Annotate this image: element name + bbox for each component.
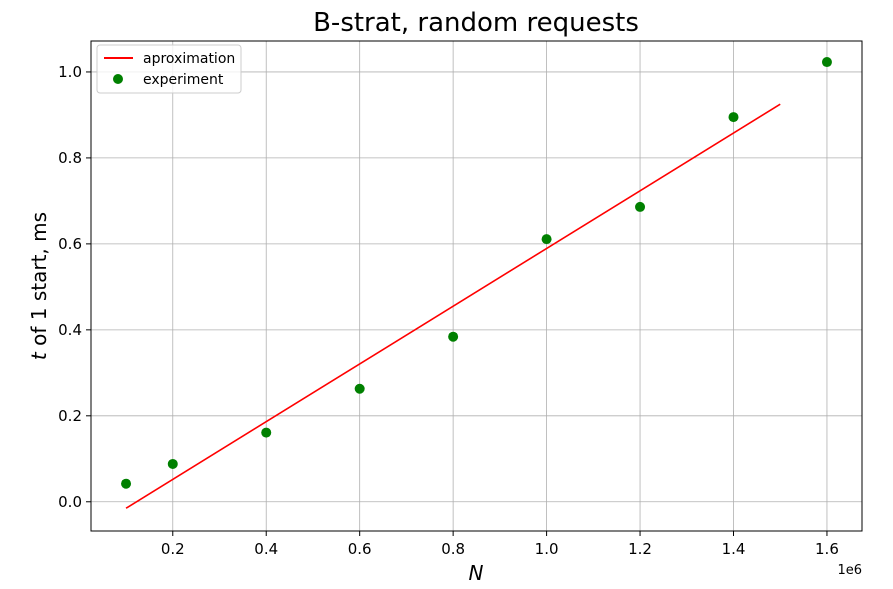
x-tick-label: 1.0 [535,540,559,558]
x-tick-label: 0.6 [348,540,372,558]
experiment-point [261,427,272,438]
experiment-point [728,112,739,123]
ticks: 0.2 0.4 0.6 0.8 1.0 1.2 1.4 1.6 0.0 0.2 0.4 0.6 0.8 1… [58,63,839,558]
grid [91,41,862,531]
x-axis-label: N [469,561,484,585]
y-tick-label: 0.6 [58,235,82,253]
legend-label-aproximation: aproximation [143,51,235,67]
legend-label-experiment: experiment [143,72,224,88]
y-axis-label-symbol: t [27,351,51,360]
experiment-point [821,57,832,68]
experiment-point [635,201,646,212]
approximation-line [125,103,781,509]
y-axis-label-text: of 1 start, ms [27,212,51,352]
x-tick-label: 1.2 [628,540,652,558]
y-tick-label: 0.4 [58,321,82,339]
x-axis-offset-label: 1e6 [837,563,862,578]
y-tick-label: 0.2 [58,407,82,425]
chart-title: B-strat, random requests [313,8,639,38]
x-tick-label: 0.8 [441,540,465,558]
experiment-point [448,331,459,342]
x-tick-label: 0.4 [254,540,278,558]
x-tick-label: 1.4 [722,540,746,558]
x-tick-label: 0.2 [161,540,185,558]
experiment-point [121,478,132,489]
legend: aproximation experiment [96,44,242,94]
y-axis-label: t of 1 start, ms [27,212,51,360]
y-tick-label: 1.0 [58,63,82,81]
experiment-point [354,383,365,394]
y-tick-label: 0.0 [58,493,82,511]
plot-frame [90,40,863,532]
experiment-point [541,234,552,245]
legend-marker-swatch [113,74,123,84]
x-tick-label: 1.6 [815,540,839,558]
experiment-point [167,458,178,469]
y-tick-label: 0.8 [58,149,82,167]
series-layer [121,57,832,509]
